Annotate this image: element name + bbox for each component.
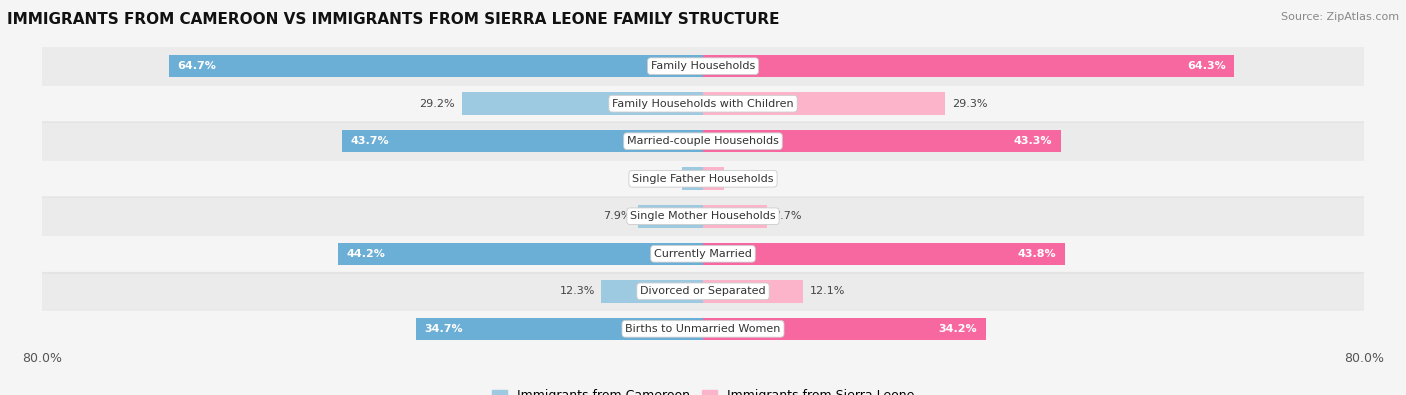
Text: 2.5%: 2.5% — [730, 174, 759, 184]
Text: 12.3%: 12.3% — [560, 286, 595, 296]
Bar — [703, 243, 1064, 265]
Bar — [703, 205, 766, 228]
FancyBboxPatch shape — [42, 159, 1364, 198]
Text: 29.2%: 29.2% — [419, 99, 456, 109]
Text: 64.7%: 64.7% — [177, 61, 215, 71]
Text: Married-couple Households: Married-couple Households — [627, 136, 779, 146]
Text: 29.3%: 29.3% — [952, 99, 987, 109]
Text: 64.3%: 64.3% — [1187, 61, 1226, 71]
FancyBboxPatch shape — [42, 47, 1364, 86]
Bar — [703, 92, 945, 115]
Text: Currently Married: Currently Married — [654, 249, 752, 259]
FancyBboxPatch shape — [42, 197, 1364, 236]
Text: 34.2%: 34.2% — [939, 324, 977, 334]
Bar — [461, 92, 703, 115]
Text: 7.7%: 7.7% — [773, 211, 801, 221]
Text: 2.5%: 2.5% — [647, 174, 676, 184]
Text: Births to Unmarried Women: Births to Unmarried Women — [626, 324, 780, 334]
Text: 7.9%: 7.9% — [603, 211, 631, 221]
Bar — [703, 280, 803, 303]
Bar — [682, 167, 703, 190]
Bar — [169, 55, 703, 77]
Text: 43.7%: 43.7% — [350, 136, 389, 146]
Text: 44.2%: 44.2% — [346, 249, 385, 259]
Bar — [703, 167, 724, 190]
Bar — [416, 318, 703, 340]
Legend: Immigrants from Cameroon, Immigrants from Sierra Leone: Immigrants from Cameroon, Immigrants fro… — [486, 384, 920, 395]
FancyBboxPatch shape — [42, 122, 1364, 161]
Bar — [703, 318, 986, 340]
Bar — [337, 243, 703, 265]
FancyBboxPatch shape — [42, 234, 1364, 273]
Text: Source: ZipAtlas.com: Source: ZipAtlas.com — [1281, 12, 1399, 22]
Bar — [602, 280, 703, 303]
Text: Single Father Households: Single Father Households — [633, 174, 773, 184]
Bar — [703, 55, 1234, 77]
Text: 43.3%: 43.3% — [1014, 136, 1053, 146]
Bar — [638, 205, 703, 228]
Bar — [703, 130, 1060, 152]
Text: IMMIGRANTS FROM CAMEROON VS IMMIGRANTS FROM SIERRA LEONE FAMILY STRUCTURE: IMMIGRANTS FROM CAMEROON VS IMMIGRANTS F… — [7, 12, 779, 27]
Text: Family Households: Family Households — [651, 61, 755, 71]
FancyBboxPatch shape — [42, 84, 1364, 123]
Text: 34.7%: 34.7% — [425, 324, 463, 334]
Text: 12.1%: 12.1% — [810, 286, 845, 296]
FancyBboxPatch shape — [42, 309, 1364, 348]
Text: Family Households with Children: Family Households with Children — [612, 99, 794, 109]
Text: 43.8%: 43.8% — [1018, 249, 1056, 259]
Text: Single Mother Households: Single Mother Households — [630, 211, 776, 221]
Text: Divorced or Separated: Divorced or Separated — [640, 286, 766, 296]
Bar — [342, 130, 703, 152]
FancyBboxPatch shape — [42, 272, 1364, 311]
